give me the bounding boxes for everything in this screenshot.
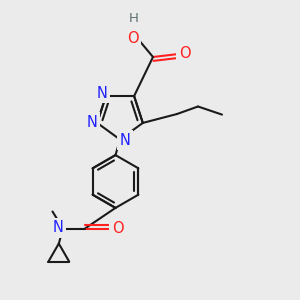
Text: N: N: [52, 220, 63, 236]
Text: N: N: [119, 133, 130, 148]
Text: O: O: [127, 31, 138, 46]
Text: O: O: [179, 46, 190, 61]
Text: H: H: [129, 12, 138, 25]
Text: N: N: [97, 85, 108, 100]
Text: O: O: [112, 221, 123, 236]
Text: N: N: [86, 115, 97, 130]
